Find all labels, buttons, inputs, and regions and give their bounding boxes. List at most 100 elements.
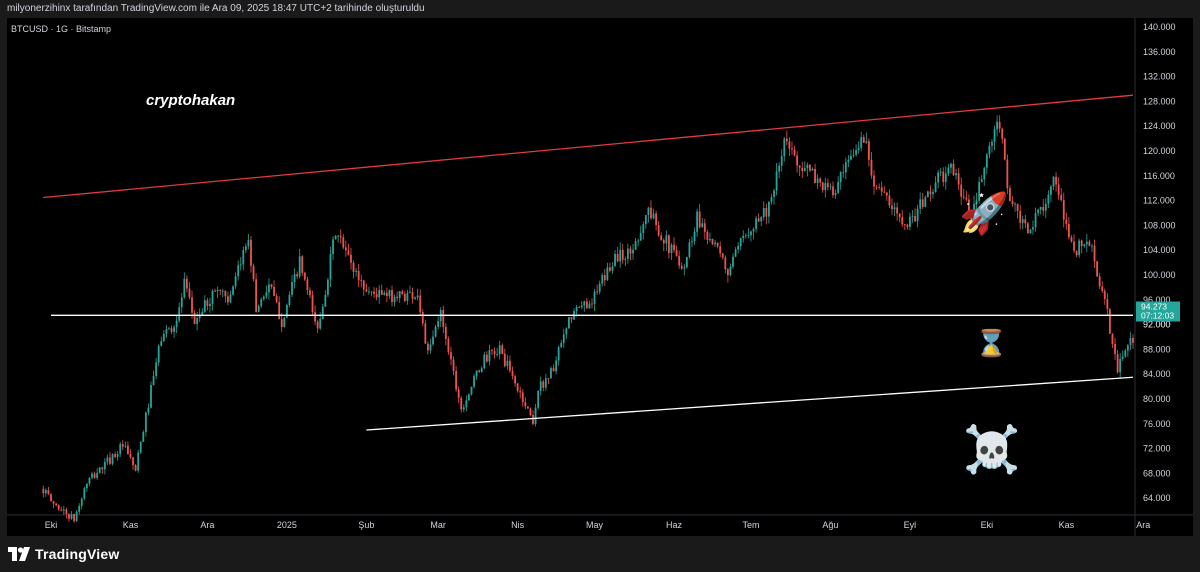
candle-body <box>575 307 578 311</box>
x-tick-label: Kas <box>1059 520 1075 530</box>
candle-body <box>416 295 419 298</box>
candle-body <box>770 196 773 202</box>
skull-icon: ☠️ <box>963 422 1020 476</box>
x-tick-label: Ara <box>1136 520 1150 530</box>
candle-body <box>1098 276 1101 287</box>
candle-body <box>232 286 234 295</box>
candle-body <box>206 300 209 307</box>
candle-body <box>473 376 475 387</box>
candle-body <box>380 289 383 295</box>
candle-body <box>378 289 381 298</box>
candle-body <box>939 171 942 173</box>
candle-body <box>403 294 406 301</box>
candle-body <box>744 235 747 237</box>
candle-body <box>44 490 47 494</box>
y-tick-label: 128.000 <box>1143 96 1176 106</box>
symbol-label[interactable]: BTCUSD · 1G · Bitstamp <box>11 24 112 34</box>
trendline-resistance <box>43 94 1134 199</box>
candle-body <box>965 197 968 200</box>
candle-body <box>650 207 652 219</box>
candle-body <box>1003 138 1006 160</box>
candle-body <box>839 172 842 183</box>
candle-body <box>1009 188 1011 202</box>
candle-body <box>583 301 586 306</box>
candle-body <box>734 249 737 257</box>
candle-body <box>873 175 875 187</box>
candle-body <box>260 299 263 307</box>
candle-body <box>42 488 45 494</box>
candle-body <box>570 317 573 320</box>
candle-body <box>385 292 388 297</box>
candle-body <box>775 171 778 191</box>
candle-body <box>750 231 752 236</box>
candle-body <box>321 306 324 320</box>
candle-body <box>339 235 342 238</box>
candle-body <box>783 138 786 157</box>
candle-body <box>211 290 214 305</box>
candle-body <box>250 239 252 266</box>
candle-body <box>768 201 770 217</box>
candle-body <box>706 231 709 241</box>
candle-body <box>862 137 865 143</box>
candle-body <box>544 378 547 388</box>
candle-body <box>1067 223 1070 238</box>
candle-body <box>637 240 640 242</box>
candle-body <box>896 207 899 214</box>
candle-body <box>373 291 375 294</box>
candle-body <box>324 294 327 307</box>
candle-body <box>585 301 588 309</box>
candle-body <box>142 432 145 442</box>
candle-body <box>180 297 183 308</box>
y-tick-label: 140.000 <box>1143 22 1176 32</box>
candle-body <box>447 338 450 353</box>
candle-body <box>696 211 699 232</box>
candle-body <box>675 250 678 256</box>
candle-body <box>755 218 757 230</box>
candle-body <box>970 212 973 221</box>
candle-body <box>188 288 191 298</box>
candle-body <box>132 457 134 466</box>
candle-body <box>685 256 688 268</box>
candle-body <box>878 186 881 188</box>
candle-body <box>957 173 960 185</box>
candle-body <box>601 275 604 284</box>
tradingview-brand[interactable]: TradingView <box>8 545 119 563</box>
candle-body <box>850 155 852 160</box>
candle-body <box>493 350 496 355</box>
candle-body <box>721 253 724 258</box>
candle-body <box>437 321 440 327</box>
candle-body <box>309 290 311 296</box>
candle-body <box>555 360 557 372</box>
candle-body <box>614 253 616 267</box>
candle-body <box>96 472 99 478</box>
candle-body <box>50 494 52 502</box>
candle-body <box>160 341 163 346</box>
candle-body <box>537 390 540 408</box>
candle-body <box>703 223 706 232</box>
candle-body <box>921 199 924 207</box>
candle-body <box>168 328 170 330</box>
candle-body <box>865 141 868 143</box>
candle-body <box>832 186 834 196</box>
candle-body <box>375 293 378 298</box>
candle-body <box>1126 345 1129 351</box>
candle-body <box>550 368 552 379</box>
candle-body <box>329 253 332 280</box>
chart-area[interactable]: 140.000 136.000 132.000 128.000 124.000 120.0… <box>7 18 1193 536</box>
candlestick-chart[interactable]: 140.000 136.000 132.000 128.000 124.000 120.0… <box>7 18 1193 536</box>
candle-body <box>906 224 909 227</box>
candle-body <box>916 208 919 222</box>
candle-body <box>868 141 870 160</box>
candle-body <box>247 239 250 247</box>
y-tick-label: 116.000 <box>1143 171 1175 181</box>
candle-body <box>342 237 345 248</box>
candle-body <box>709 238 711 241</box>
trendline-rising-support <box>366 376 1134 431</box>
candle-body <box>716 242 719 247</box>
candle-body <box>1037 209 1040 214</box>
candle-body <box>844 162 847 173</box>
candle-body <box>955 173 957 176</box>
candle-body <box>1109 309 1111 334</box>
candle-body <box>560 342 563 348</box>
candle-body <box>332 239 334 254</box>
